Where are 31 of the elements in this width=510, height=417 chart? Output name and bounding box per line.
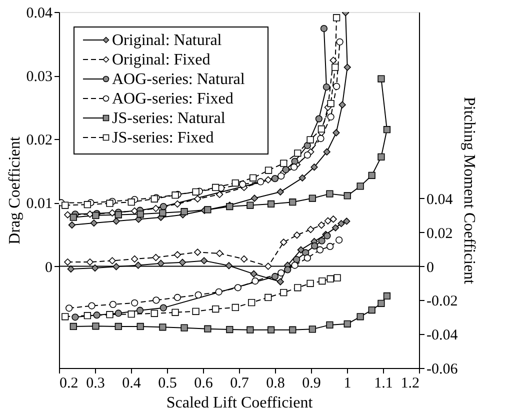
x-tick-label: 0.7: [230, 376, 250, 392]
legend-label: JS-series: Fixed: [112, 130, 214, 146]
x-tick-label: 0.6: [194, 376, 214, 392]
y-tick-label: 0: [45, 260, 52, 276]
y2-axis-title: Pitching Moment Coefficient: [460, 96, 478, 285]
legend-label: Original: Natural: [112, 32, 222, 49]
x-axis-title: Scaled Lift Coefficient: [166, 394, 314, 412]
x-tick-label: 0.3: [86, 376, 105, 392]
y2-tick-label: -0.06: [426, 362, 458, 378]
x-tick-label: 0.9: [302, 376, 321, 392]
y-tick-label: 0.01: [26, 196, 52, 212]
y2-tick-label: -0.04: [426, 328, 458, 344]
legend-label: JS-series: Natural: [112, 110, 226, 127]
legend-label: AOG-series: Fixed: [112, 90, 234, 108]
legend-label: Original: Fixed: [112, 52, 210, 68]
x-tick-label: 0.5: [158, 376, 177, 392]
y2-tick-label: -0.02: [426, 294, 458, 310]
y2-tick-label: 0: [426, 260, 434, 276]
y-tick-label: 0.04: [26, 6, 53, 22]
legend-label: AOG-series: Natural: [112, 71, 246, 88]
x-tick-label: 1: [344, 376, 352, 392]
x-tick-label: 0.4: [122, 376, 142, 392]
y2-tick-label: 0.04: [426, 192, 454, 208]
y-tick-label: 0.03: [26, 69, 52, 86]
x-tick-label: 1.2: [400, 376, 420, 392]
x-tick-label: 1.1: [374, 376, 393, 392]
x-tick-label: 0.2: [60, 376, 78, 392]
y2-tick-label: 0.02: [426, 226, 453, 242]
x-tick-label: 0.8: [266, 376, 285, 392]
y-tick-label: 0.02: [26, 132, 52, 149]
y-axis-title: Drag Coefficient: [6, 136, 24, 244]
